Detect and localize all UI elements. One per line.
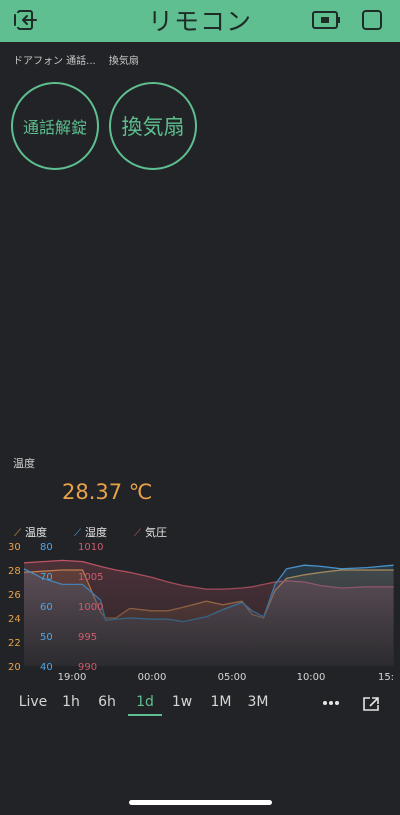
device-icon[interactable] — [311, 9, 341, 31]
time-range-selector: Live 1h 6h 1d 1w 1M 3M — [0, 694, 400, 718]
legend-label: 気圧 — [145, 526, 167, 539]
home-indicator — [129, 800, 272, 805]
y-tick-label: 22 — [8, 638, 21, 649]
x-tick-label: 15: — [378, 672, 394, 683]
range-6h[interactable]: 6h — [98, 694, 116, 710]
y-tick-label: 1010 — [78, 542, 103, 553]
range-live[interactable]: Live — [18, 694, 48, 710]
chart-fade — [24, 546, 400, 666]
exit-icon[interactable] — [14, 9, 40, 31]
range-1h[interactable]: 1h — [62, 694, 80, 710]
y-tick-label: 40 — [40, 662, 53, 673]
y-tick-label: 30 — [8, 542, 21, 553]
share-icon[interactable] — [362, 696, 380, 712]
range-3m[interactable]: 3M — [247, 694, 269, 710]
range-1d[interactable]: 1d — [136, 694, 154, 710]
pressure-mark-icon: ⟋ — [134, 528, 141, 539]
history-chart[interactable]: 20 22 24 26 28 30 40 50 60 70 80 990 995 1000 1005 1010… — [0, 530, 400, 690]
x-tick-label: 10:00 — [297, 672, 326, 683]
x-tick-label: 05:00 — [218, 672, 247, 683]
legend-item-temperature[interactable]: ⟋ 温度 — [14, 524, 47, 540]
y-tick-label: 24 — [8, 614, 21, 625]
y-tick-label: 28 — [8, 566, 21, 577]
fan-button[interactable]: 換気扇 — [109, 82, 197, 170]
range-1w[interactable]: 1w — [171, 694, 193, 710]
sensor-label: 温度 — [13, 457, 35, 470]
y-tick-label: 1000 — [78, 602, 103, 613]
selected-range-underline — [128, 714, 162, 716]
range-1m[interactable]: 1M — [210, 694, 232, 710]
y-tick-label: 1005 — [78, 572, 103, 583]
square-icon[interactable] — [361, 9, 383, 31]
tab-fan[interactable]: 換気扇 — [108, 56, 139, 67]
sensor-value: 28.37 ℃ — [62, 480, 153, 504]
y-tick-label: 60 — [40, 602, 53, 613]
y-tick-label: 80 — [40, 542, 53, 553]
y-tick-label: 995 — [78, 632, 97, 643]
x-tick-label: 19:00 — [58, 672, 87, 683]
y-tick-label: 20 — [8, 662, 21, 673]
tab-doorphone[interactable]: ドアフォン 通話... — [13, 56, 96, 67]
unlock-call-button[interactable]: 通話解錠 — [11, 82, 99, 170]
humidity-mark-icon: ⟋ — [74, 528, 81, 539]
x-tick-label: 00:00 — [138, 672, 167, 683]
page-title: リモコン — [147, 7, 252, 36]
legend-item-humidity[interactable]: ⟋ 湿度 — [74, 524, 107, 540]
y-tick-label: 50 — [40, 632, 53, 643]
legend-item-pressure[interactable]: ⟋ 気圧 — [134, 524, 167, 540]
y-tick-label: 990 — [78, 662, 97, 673]
more-icon[interactable] — [322, 700, 340, 706]
legend-label: 湿度 — [85, 526, 107, 539]
y-tick-label: 26 — [8, 590, 21, 601]
device-tabs: ドアフォン 通話... 換気扇 — [13, 52, 149, 67]
legend-label: 温度 — [25, 526, 47, 539]
temperature-mark-icon: ⟋ — [14, 528, 21, 539]
top-bar: リモコン — [0, 0, 400, 42]
y-tick-label: 70 — [40, 572, 53, 583]
